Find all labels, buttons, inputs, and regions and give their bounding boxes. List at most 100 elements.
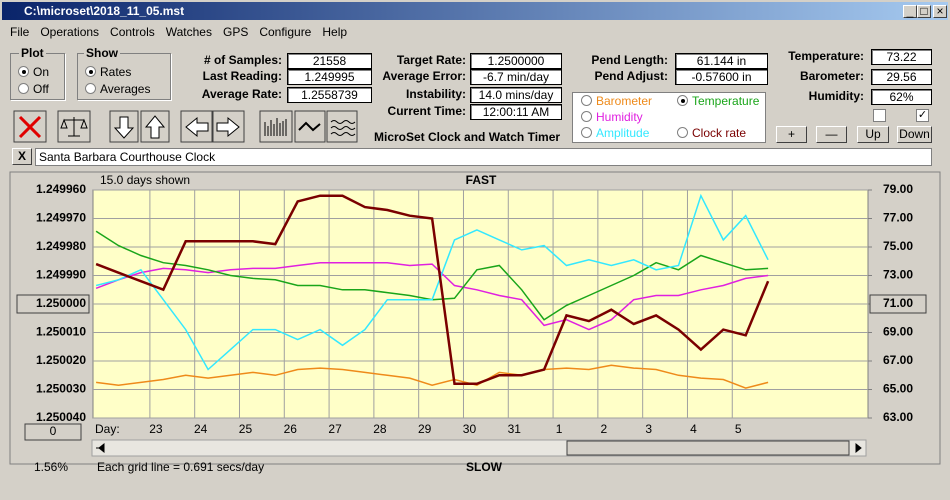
field-label: Temperature: bbox=[788, 49, 864, 63]
radio-button[interactable] bbox=[85, 83, 96, 94]
field-label: Pend Adjust: bbox=[594, 69, 668, 83]
adjust-button[interactable]: Down bbox=[897, 126, 932, 143]
x-tick-label: 25 bbox=[239, 422, 253, 436]
scroll-arrow bbox=[96, 442, 862, 454]
title-bar: C:\microset\2018_11_05.mst bbox=[2, 2, 948, 20]
top-label: FAST bbox=[466, 173, 497, 187]
radio-button[interactable] bbox=[677, 95, 688, 106]
menu-item[interactable]: File bbox=[10, 25, 30, 39]
series-option[interactable]: Amplitude bbox=[581, 126, 649, 140]
x-tick-label: 27 bbox=[328, 422, 342, 436]
menu-item[interactable]: Help bbox=[322, 25, 348, 39]
y2-tick-label: 67.00 bbox=[883, 353, 913, 367]
menu-bar: File Operations Controls Watches GPS Configur… bbox=[10, 25, 358, 39]
stop-button[interactable] bbox=[13, 110, 47, 143]
series-selector bbox=[572, 92, 766, 143]
menu-item[interactable]: Configure bbox=[259, 25, 312, 39]
series-label: Temperature bbox=[692, 94, 760, 108]
y2-tick-label: 75.00 bbox=[883, 239, 913, 253]
menu-item[interactable]: GPS bbox=[222, 25, 249, 39]
radio-button[interactable] bbox=[581, 95, 592, 106]
checkbox-checked[interactable]: ✓ bbox=[916, 109, 929, 122]
adjust-button[interactable]: Up bbox=[857, 126, 889, 143]
field-label: Instability: bbox=[405, 87, 466, 101]
y-tick-label: 1.249970 bbox=[36, 211, 86, 225]
close[interactable]: × bbox=[933, 5, 947, 18]
radio-label: Off bbox=[33, 82, 49, 96]
menu-item[interactable]: Operations bbox=[40, 25, 100, 39]
radio-option[interactable]: Averages bbox=[85, 81, 150, 98]
field-value: 1.2500000 bbox=[470, 53, 562, 69]
series-label: Clock rate bbox=[692, 126, 747, 140]
close-clock-button[interactable]: X bbox=[12, 148, 32, 165]
series-line bbox=[95, 193, 769, 371]
toolbar bbox=[13, 110, 358, 143]
field-label: Average Rate: bbox=[201, 87, 282, 101]
bars-button[interactable] bbox=[259, 110, 293, 143]
radio-option[interactable]: Rates bbox=[85, 64, 150, 81]
up-button[interactable] bbox=[140, 110, 170, 143]
y-tick-label: 1.250030 bbox=[36, 382, 86, 396]
window-title: C:\microset\2018_11_05.mst bbox=[24, 4, 185, 18]
field-value: 61.144 in bbox=[675, 53, 768, 69]
radio-button[interactable] bbox=[18, 83, 29, 94]
radio-button[interactable] bbox=[18, 66, 29, 77]
y-tick-label: 1.250040 bbox=[36, 410, 86, 424]
radio-button[interactable] bbox=[581, 127, 592, 138]
radio-option[interactable]: On bbox=[18, 64, 49, 81]
y2-tick-label: 63.00 bbox=[883, 410, 913, 424]
x-tick-label: 31 bbox=[508, 422, 522, 436]
y-tick-label: 1.250010 bbox=[36, 325, 86, 339]
field-value: 1.249995 bbox=[287, 69, 372, 85]
checkbox[interactable] bbox=[873, 109, 886, 122]
radio-button[interactable] bbox=[85, 66, 96, 77]
field-value: 14.0 mins/day bbox=[470, 87, 562, 103]
maximize[interactable]: □ bbox=[917, 5, 931, 18]
zoom-label: 1.56% bbox=[34, 460, 68, 474]
series-option[interactable]: Humidity bbox=[581, 110, 643, 124]
y2-tick-label: 79.00 bbox=[883, 182, 913, 196]
down-button[interactable] bbox=[109, 110, 139, 143]
radio-label: Averages bbox=[100, 82, 151, 96]
radio-label: On bbox=[33, 65, 50, 79]
field-value: -0.57600 in bbox=[675, 69, 768, 85]
line-button[interactable] bbox=[294, 110, 326, 143]
minimize[interactable]: _ bbox=[903, 5, 917, 18]
x-tick-label: 26 bbox=[284, 422, 298, 436]
x-tick-label: 24 bbox=[194, 422, 208, 436]
tick-button bbox=[869, 294, 927, 314]
clock-name-field[interactable]: Santa Barbara Courthouse Clock bbox=[35, 148, 932, 166]
menu-item[interactable]: Controls bbox=[110, 25, 155, 39]
left-button[interactable] bbox=[180, 110, 213, 143]
radio-button[interactable] bbox=[581, 111, 592, 122]
x-tick-label: 5 bbox=[735, 422, 742, 436]
x-tick-label: 28 bbox=[373, 422, 387, 436]
adjust-button[interactable]: — bbox=[816, 126, 847, 143]
field-value: 62% bbox=[871, 89, 932, 105]
scale-button[interactable] bbox=[57, 110, 91, 143]
field-value: 29.56 bbox=[871, 69, 932, 85]
field-label: Average Error: bbox=[382, 69, 466, 83]
adjust-button[interactable]: + bbox=[776, 126, 807, 143]
field-value: -6.7 min/day bbox=[470, 69, 562, 85]
y-tick-label: 1.249980 bbox=[36, 239, 86, 253]
y2-tick-label: 73.00 bbox=[883, 268, 913, 282]
x-tick-label: 1 bbox=[556, 422, 563, 436]
series-option[interactable]: Temperature bbox=[677, 94, 759, 108]
field-value: 12:00:11 AM bbox=[470, 104, 562, 120]
group-title: Show bbox=[84, 46, 120, 60]
show-options: Rates Averages bbox=[85, 64, 150, 98]
radio-button[interactable] bbox=[677, 127, 688, 138]
radio-option[interactable]: Off bbox=[18, 81, 49, 98]
field-label: Target Rate: bbox=[396, 53, 466, 67]
series-option[interactable]: Clock rate bbox=[677, 126, 746, 140]
x-tick-label: 23 bbox=[149, 422, 163, 436]
y2-tick-label: 77.00 bbox=[883, 211, 913, 225]
y-tick-label: 1.250000 bbox=[36, 296, 86, 310]
menu-item[interactable]: Watches bbox=[165, 25, 212, 39]
waves-button[interactable] bbox=[326, 110, 358, 143]
right-button[interactable] bbox=[212, 110, 245, 143]
series-option[interactable]: Barometer bbox=[581, 94, 652, 108]
show-group bbox=[77, 53, 171, 100]
